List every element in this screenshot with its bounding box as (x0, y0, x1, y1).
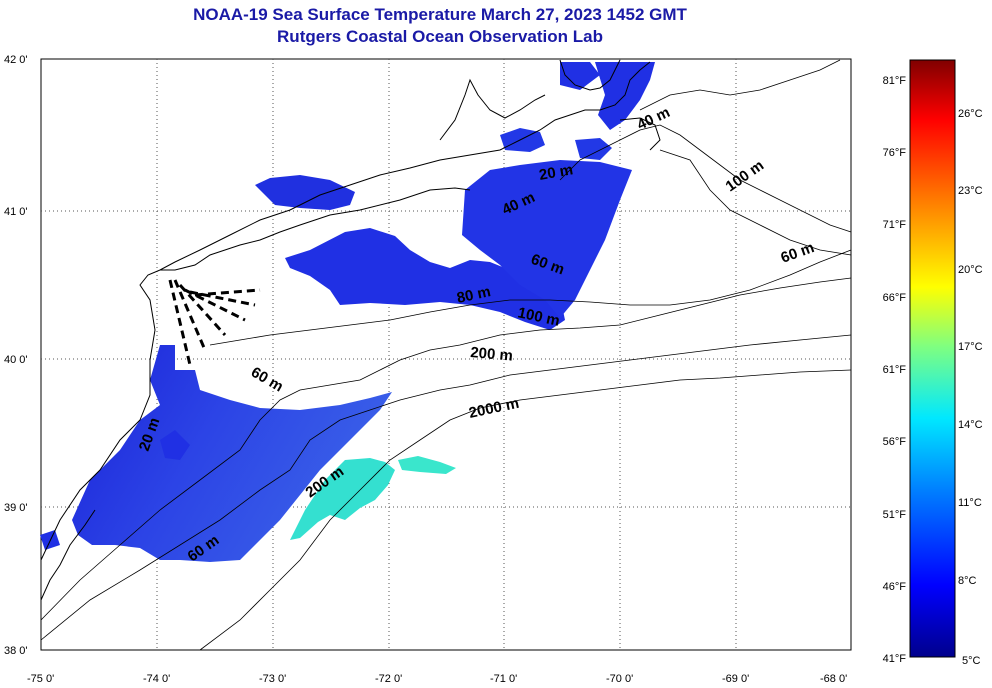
lon-label: -70 0' (606, 673, 633, 685)
depth-label: 20 m (538, 161, 575, 184)
c-label: 5°C (962, 655, 981, 667)
harbor-lanes (168, 279, 261, 366)
f-label: 56°F (883, 436, 907, 448)
c-label: 17°C (958, 341, 983, 353)
c-label: 11°C (958, 497, 982, 509)
lat-label: 39 0' (4, 502, 28, 514)
lon-labels: -75 0' -74 0' -73 0' -72 0' -71 0' -70 0… (27, 673, 847, 685)
lon-label: -75 0' (27, 673, 54, 685)
map-title: NOAA-19 Sea Surface Temperature March 27… (193, 5, 687, 24)
lat-labels: 42 0' 41 0' 40 0' 39 0' 38 0' (4, 54, 28, 657)
colorbar-c-labels: 26°C 23°C 20°C 17°C 14°C 11°C 8°C 5°C (958, 108, 983, 667)
colorbar (909, 59, 956, 658)
depth-label: 80 m (455, 283, 492, 307)
sst-patch-ri (255, 175, 355, 210)
lon-label: -68 0' (820, 673, 847, 685)
c-label: 8°C (958, 575, 977, 587)
f-label: 61°F (883, 364, 907, 376)
f-label: 76°F (883, 147, 907, 159)
sst-patch-georges (462, 160, 632, 318)
f-label: 46°F (883, 581, 907, 593)
sst-patch-warm-2 (398, 456, 456, 474)
c-label: 23°C (958, 185, 983, 197)
c-label: 14°C (958, 419, 983, 431)
sst-patch-warm (290, 458, 395, 540)
lat-label: 38 0' (4, 645, 28, 657)
depth-label: 200 m (470, 344, 514, 365)
f-label: 81°F (883, 75, 907, 87)
lon-label: -69 0' (722, 673, 749, 685)
map-subtitle: Rutgers Coastal Ocean Observation Lab (277, 27, 603, 46)
lat-label: 42 0' (4, 54, 28, 66)
lat-label: 40 0' (4, 354, 28, 366)
colorbar-f-labels: 81°F 76°F 71°F 66°F 61°F 56°F 51°F 46°F … (883, 75, 907, 665)
bathymetry (40, 59, 852, 651)
lat-label: 41 0' (4, 206, 28, 218)
lon-label: -71 0' (490, 673, 517, 685)
f-label: 41°F (883, 653, 907, 665)
sst-patch-long-island (285, 228, 565, 330)
lon-label: -72 0' (375, 673, 402, 685)
f-label: 51°F (883, 509, 907, 521)
sst-patch-new-jersey (72, 345, 392, 562)
coastline (40, 59, 661, 601)
f-label: 66°F (883, 292, 907, 304)
c-label: 20°C (958, 264, 983, 276)
sst-patch-small (40, 430, 190, 550)
f-label: 71°F (883, 219, 907, 231)
lon-label: -74 0' (143, 673, 170, 685)
c-label: 26°C (958, 108, 983, 120)
lon-label: -73 0' (259, 673, 286, 685)
